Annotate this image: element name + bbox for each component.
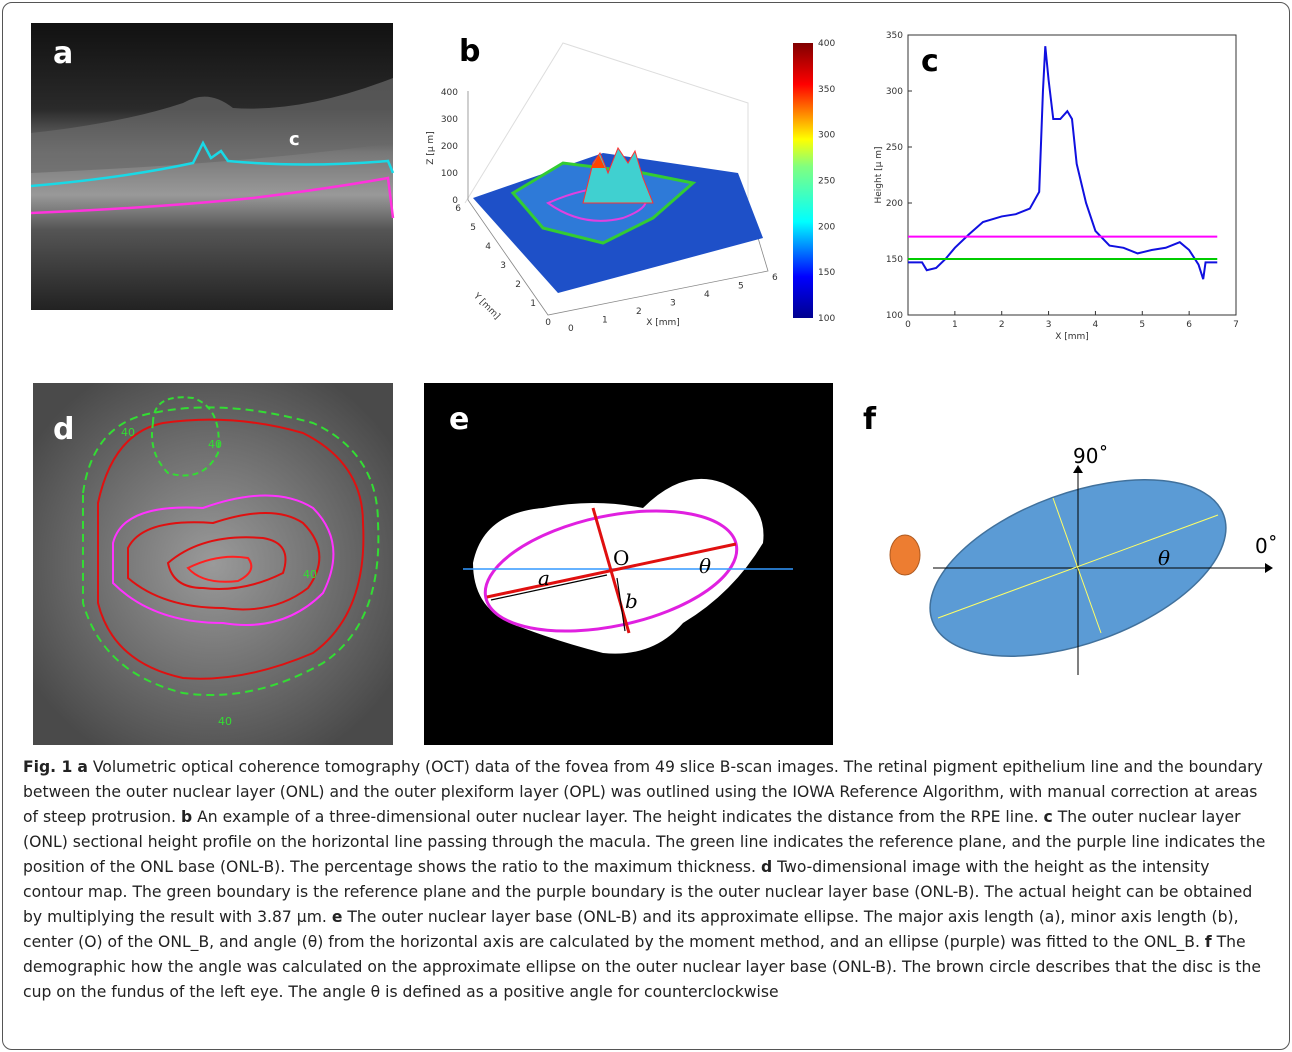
y-tick-label: 250 <box>886 143 903 153</box>
colorbar-tick-label: 400 <box>818 39 835 49</box>
y-axis-label: Height [μ m] <box>874 147 884 204</box>
caption-letter: c <box>1043 808 1053 826</box>
z-axis-label: Z [μ m] <box>426 131 436 164</box>
disc-circle <box>889 534 921 576</box>
ellipse-minor <box>1052 497 1102 634</box>
colorbar <box>793 43 813 318</box>
fitted-ellipse <box>483 509 739 633</box>
panel-label: b <box>459 34 480 69</box>
y-tick-label: 300 <box>886 87 903 97</box>
caption-label: Fig. 1 <box>23 758 73 776</box>
caption-text: Volumetric optical coherence tomography … <box>23 758 1263 826</box>
b-arrow <box>616 577 626 632</box>
b-label: b <box>625 589 638 613</box>
colorbar-tick-label: 350 <box>818 85 835 95</box>
colorbar-tick-label: 100 <box>818 314 835 324</box>
panel-label: f <box>863 402 877 437</box>
y-tick-label: 4 <box>485 242 491 252</box>
x-tick-label: 2 <box>999 320 1005 330</box>
a-arrow <box>490 574 608 601</box>
z-tick-label: 0 <box>452 196 458 206</box>
colorbar-tick-label: 300 <box>818 131 835 141</box>
caption-letter: b <box>181 808 193 826</box>
y-tick-label: 2 <box>515 280 521 290</box>
caption-letter: e <box>331 908 343 926</box>
x-tick-label: 6 <box>772 273 778 283</box>
y-tick-label: 350 <box>886 31 903 41</box>
minor-axis <box>591 507 631 634</box>
caption-text: An example of a three-dimensional outer … <box>197 808 1039 826</box>
x-tick-label: 6 <box>1186 320 1192 330</box>
y-tick-label: 3 <box>500 261 506 271</box>
y-tick-label: 150 <box>886 255 903 265</box>
x-tick-label: 4 <box>704 290 710 300</box>
ellipse-major <box>937 514 1219 619</box>
a-label: a <box>538 566 550 590</box>
plot-frame <box>907 34 1237 316</box>
surface-plot <box>464 42 769 316</box>
contour-label: 40 <box>121 426 135 439</box>
arrowhead <box>1265 563 1273 573</box>
caption-text: Two-dimensional image with the height as… <box>23 858 1253 926</box>
contour-label: 40 <box>303 568 317 581</box>
x-tick-label: 0 <box>905 320 911 330</box>
panel-label: e <box>449 402 469 437</box>
y-tick-label: 0 <box>545 318 551 328</box>
x-tick-label: 3 <box>1046 320 1052 330</box>
x-tick-label: 2 <box>636 307 642 317</box>
x-tick-label: 1 <box>602 316 608 326</box>
z-tick-label: 400 <box>441 88 458 98</box>
x-tick-label: 7 <box>1233 320 1239 330</box>
panel-label: c <box>921 44 939 79</box>
rpe-line <box>30 176 395 219</box>
y-axis-label: Y [mm] <box>471 291 502 322</box>
onl-base-region <box>473 478 764 654</box>
x-axis-label: X [mm] <box>646 318 680 328</box>
caption-text: The demographic how the angle was calcul… <box>23 933 1262 1001</box>
retina-layer <box>31 78 393 173</box>
y-tick-label: 5 <box>470 223 476 233</box>
contour-label: 40 <box>208 438 222 451</box>
colorbar-tick-label: 150 <box>818 268 835 278</box>
up-label: 90˚ <box>1073 444 1108 468</box>
angle-label: θ <box>699 554 711 578</box>
z-tick-label: 100 <box>441 169 458 179</box>
caption-letter: a <box>77 758 88 776</box>
y-tick-label: 6 <box>455 204 461 214</box>
y-tick-label: 200 <box>886 199 903 209</box>
panel-label: d <box>53 412 74 447</box>
caption-letter: f <box>1204 933 1212 951</box>
x-tick-label: 1 <box>952 320 958 330</box>
x-axis-label: X [mm] <box>1055 332 1089 342</box>
layer-label: c <box>289 129 300 150</box>
z-tick-label: 300 <box>441 115 458 125</box>
x-tick-label: 5 <box>738 282 744 292</box>
panel-label: a <box>53 36 73 71</box>
caption-text: The outer nuclear layer base (ONL-B) and… <box>23 908 1239 951</box>
y-tick-label: 100 <box>886 311 903 321</box>
angle-label: θ <box>1158 546 1170 570</box>
x-tick-label: 0 <box>568 324 574 334</box>
colorbar-tick-label: 200 <box>818 222 835 232</box>
onl-boundary <box>30 140 395 188</box>
contours <box>82 396 380 696</box>
contour-label: 40 <box>218 715 232 728</box>
center-label: O <box>613 546 629 570</box>
right-label: 0˚ <box>1255 534 1278 558</box>
x-tick-label: 3 <box>670 299 676 309</box>
colorbar-tick-label: 250 <box>818 177 835 187</box>
caption: Fig. 1 a Volumetric optical coherence to… <box>23 755 1273 1005</box>
line-series <box>908 46 1218 280</box>
arrowhead <box>1073 465 1083 473</box>
x-tick-label: 4 <box>1093 320 1099 330</box>
y-tick-label: 1 <box>530 299 536 309</box>
z-tick-label: 200 <box>441 142 458 152</box>
caption-letter: d <box>760 858 773 876</box>
caption-text: The outer nuclear layer (ONL) sectional … <box>23 808 1266 876</box>
x-tick-label: 5 <box>1139 320 1145 330</box>
